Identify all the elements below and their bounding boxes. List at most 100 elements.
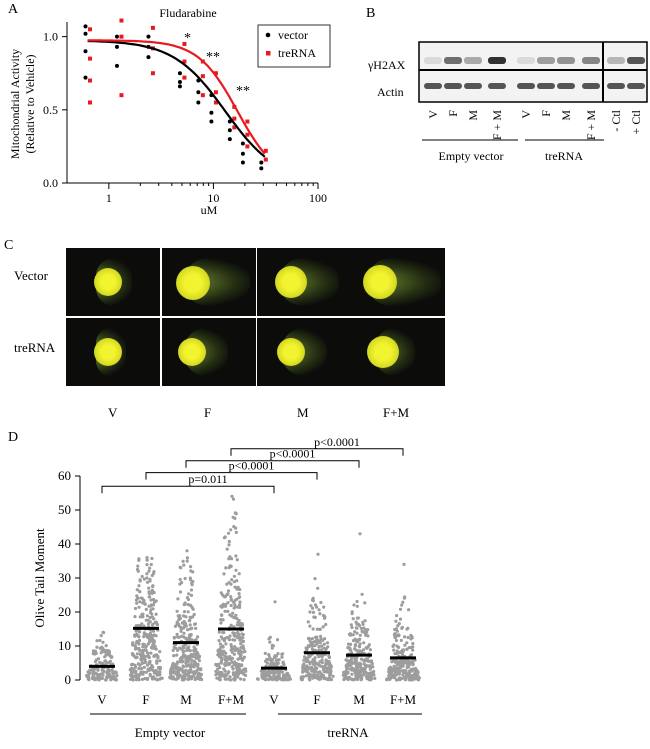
- cell-data-point: [410, 678, 415, 682]
- cell-data-point: [373, 676, 377, 680]
- cell-data-point: [87, 671, 91, 676]
- cell-data-point: [238, 638, 242, 642]
- actin-band: [627, 83, 645, 89]
- cell-data-point: [138, 579, 142, 583]
- cell-data-point: [353, 658, 357, 662]
- actin-band: [607, 83, 625, 89]
- cell-data-point: [240, 663, 244, 667]
- cell-data-point: [144, 670, 148, 674]
- cell-data-point: [315, 662, 319, 666]
- cell-data-point: [317, 608, 321, 612]
- cell-data-point: [140, 666, 144, 671]
- trerna-data-point: [182, 75, 187, 80]
- cell-data-point: [357, 645, 362, 649]
- cell-data-point: [313, 603, 318, 607]
- cell-data-point: [152, 617, 156, 621]
- cell-data-point: [300, 675, 304, 679]
- cell-data-point: [148, 615, 152, 620]
- panel-d-category-label: F+M: [390, 692, 417, 707]
- vector-data-point: [227, 128, 232, 133]
- cell-data-point: [239, 677, 243, 681]
- cell-data-point: [141, 615, 145, 619]
- cell-data-point: [239, 642, 243, 646]
- comet-image-vector-m: [257, 248, 351, 316]
- cell-data-point: [134, 672, 138, 676]
- cell-data-point: [412, 667, 416, 671]
- cell-data-point: [315, 627, 319, 631]
- cell-data-point: [237, 657, 241, 661]
- cell-data-point: [186, 670, 190, 674]
- cell-data-point: [355, 626, 359, 630]
- cell-data-point: [223, 609, 227, 613]
- vector-data-point: [114, 34, 119, 39]
- cell-data-point: [244, 669, 248, 673]
- cell-data-point: [137, 605, 141, 609]
- comet-image-trerna-m: [257, 318, 351, 386]
- cell-data-point: [196, 673, 200, 677]
- cell-data-point: [96, 668, 100, 672]
- cell-data-point: [158, 650, 162, 654]
- cell-data-point: [135, 594, 139, 598]
- cell-data-point: [129, 663, 134, 667]
- lane-label: V: [519, 110, 533, 119]
- panel-d-category-label: M: [353, 692, 365, 707]
- cell-data-point: [276, 652, 280, 656]
- cell-data-point: [311, 627, 315, 631]
- cell-data-point: [325, 641, 330, 645]
- cell-data-point: [147, 591, 151, 596]
- lane-label: F: [446, 110, 460, 117]
- cell-data-point: [217, 639, 221, 643]
- cell-data-point: [269, 662, 273, 666]
- cell-data-point: [141, 612, 145, 616]
- cell-data-point: [153, 677, 157, 681]
- cell-data-point: [256, 677, 260, 681]
- cell-data-point: [175, 609, 179, 613]
- vector-data-point: [209, 110, 214, 115]
- cell-data-point: [146, 622, 150, 626]
- trerna-data-point: [119, 34, 124, 39]
- cell-data-point: [319, 637, 323, 641]
- cell-data-point: [91, 667, 95, 671]
- cell-data-point: [314, 670, 318, 674]
- cell-data-point: [184, 668, 188, 672]
- cell-data-point: [139, 596, 144, 600]
- cell-data-point: [111, 671, 115, 675]
- lane-label: + Ctl: [629, 109, 643, 134]
- cell-data-point: [405, 641, 409, 645]
- trerna-data-point: [182, 59, 187, 64]
- trerna-data-point: [150, 25, 155, 30]
- cell-data-point: [387, 672, 391, 677]
- cell-data-point: [150, 676, 154, 680]
- blot-label-gh2ax: γH2AX: [367, 58, 406, 72]
- vector-data-point: [83, 31, 88, 36]
- cell-data-point: [154, 669, 158, 673]
- cell-data-point: [267, 637, 271, 641]
- cell-data-point: [305, 648, 309, 653]
- cell-data-point: [280, 652, 284, 656]
- gh2ax-band: [582, 57, 600, 64]
- cell-data-point: [395, 652, 399, 656]
- cell-data-point: [263, 672, 267, 676]
- cell-data-point: [169, 667, 173, 671]
- cell-data-point: [189, 588, 194, 592]
- cell-data-point: [351, 633, 355, 637]
- cell-data-point: [99, 634, 103, 638]
- cell-data-point: [135, 652, 139, 656]
- cell-data-point: [187, 659, 191, 663]
- cell-data-point: [242, 678, 246, 682]
- cell-data-point: [239, 623, 243, 627]
- cell-data-point: [150, 646, 154, 650]
- panel-letter-a: A: [8, 2, 19, 17]
- cell-data-point: [182, 631, 186, 635]
- cell-data-point: [227, 566, 231, 570]
- cell-data-point: [128, 673, 133, 677]
- cell-data-point: [185, 559, 189, 563]
- trerna-data-point: [232, 125, 237, 130]
- cell-data-point: [235, 587, 239, 591]
- cell-data-point: [218, 642, 222, 646]
- cell-data-point: [137, 557, 141, 561]
- cell-data-point: [242, 667, 246, 671]
- cell-data-point: [233, 585, 237, 589]
- cell-data-point: [129, 667, 133, 671]
- vector-data-point: [240, 141, 245, 146]
